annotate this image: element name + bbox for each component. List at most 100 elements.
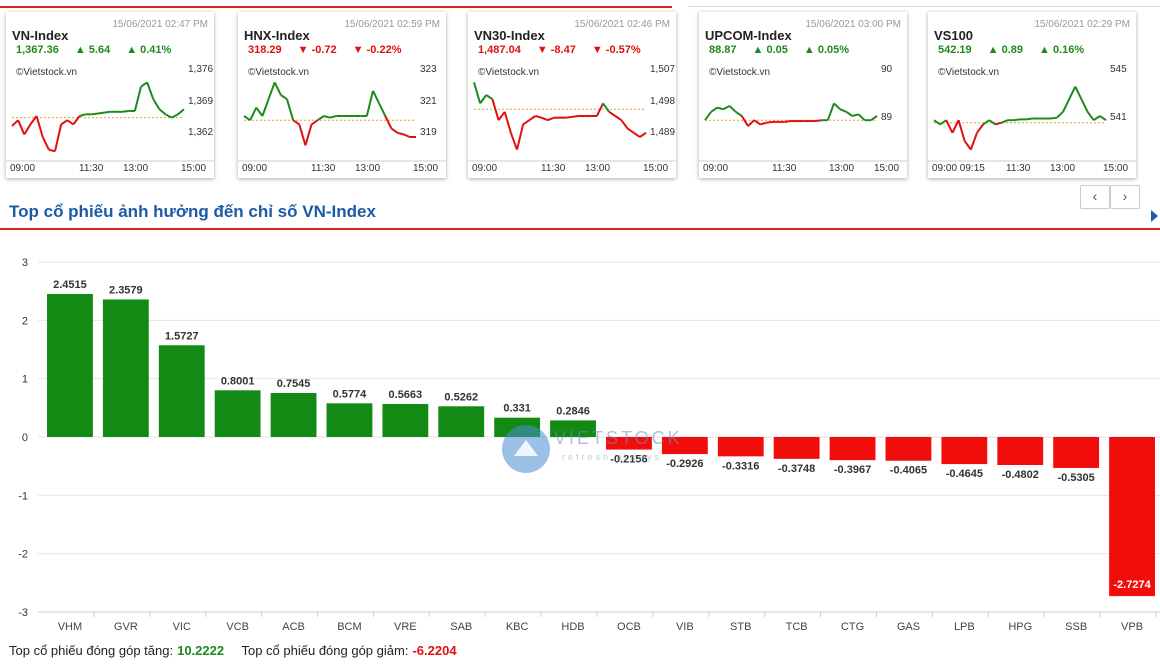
card-sparkline-segment: [1068, 86, 1077, 100]
card-xtick: 09:00 09:15: [932, 163, 985, 174]
card-sparkline-segment: [1062, 98, 1071, 113]
card-xtick: 13:00: [355, 163, 381, 174]
value-label: -0.3967: [834, 464, 871, 476]
card-sparkline-segment: [317, 115, 325, 122]
bar-vhm: [47, 293, 93, 437]
card-vn30-index[interactable]: 15/06/2021 02:46 PM VN30-Index 1,487.04 ▼ -…: [468, 12, 676, 178]
ytick-label: -1: [18, 490, 28, 502]
card-sparkline-segment: [267, 82, 276, 100]
value-label: 2.3579: [109, 284, 143, 296]
expand-arrow-icon[interactable]: [1151, 210, 1158, 222]
bar-ssb: [1053, 437, 1100, 468]
card-title: VS100: [934, 28, 974, 43]
xtick-label: LPB: [954, 621, 975, 633]
card-upcom-index[interactable]: 15/06/2021 03:00 PM UPCOM-Index 88.87 ▲ 0.0…: [699, 12, 907, 178]
card-sparkline-segment: [66, 119, 74, 126]
up-contribution-label: Top cổ phiếu đóng góp tăng:: [9, 643, 174, 658]
card-xtick: 15:00: [181, 163, 207, 174]
card-vn-index[interactable]: 15/06/2021 02:47 PM VN-Index 1,367.36 ▲ 5.6…: [6, 12, 214, 178]
card-ytick: 1,376: [188, 64, 214, 75]
card-sparkline-segment: [614, 115, 622, 122]
card-sparkline-segment: [566, 115, 573, 119]
card-values: 1,487.04 ▼ -8.47 ▼ -0.57%: [478, 44, 657, 56]
card-source: ©Vietstock.vn: [248, 67, 310, 78]
card-sparkline-segment: [945, 119, 954, 134]
card-xtick: 13:00: [1050, 163, 1076, 174]
card-ytick: 1,369: [188, 96, 214, 107]
xtick-label: VPB: [1121, 621, 1143, 633]
card-sparkline-segment: [741, 115, 749, 127]
value-label: -0.2926: [666, 458, 703, 470]
card-sparkline-segment: [1099, 115, 1107, 122]
card-hnx-index[interactable]: 15/06/2021 02:59 PM HNX-Index 318.29 ▼ -0.7…: [238, 12, 446, 178]
card-xtick: 09:00: [703, 163, 729, 174]
card-sparkline-segment: [491, 98, 500, 121]
card-sparkline-segment: [1026, 117, 1033, 121]
card-sparkline-segment: [760, 121, 767, 126]
card-sparkline-segment: [323, 115, 331, 119]
card-sparkline-segment: [528, 115, 536, 122]
card-ytick: 89: [881, 112, 893, 123]
card-title: VN-Index: [12, 28, 69, 43]
card-sparkline-segment: [122, 109, 129, 113]
card-date: 15/06/2021 03:00 PM: [805, 19, 901, 30]
card-sparkline-segment: [957, 119, 966, 142]
next-button[interactable]: ›: [1110, 185, 1140, 209]
value-label: -0.4065: [890, 465, 927, 477]
bar-hdb: [550, 420, 596, 437]
svg-text:refresh always: refresh always: [562, 452, 662, 462]
bar-vre: [382, 403, 429, 437]
card-sparkline-segment: [1086, 111, 1095, 121]
card-sparkline-segment: [766, 120, 773, 124]
card-sparkline-segment: [1080, 98, 1089, 113]
bar-acb: [270, 392, 317, 437]
card-vs100[interactable]: 15/06/2021 02:29 PM VS100 542.19 ▲ 0.89 ▲ 0.…: [928, 12, 1136, 178]
card-sparkline-segment: [572, 115, 579, 118]
card-sparkline-segment: [503, 111, 512, 134]
card-xtick: 09:00: [472, 163, 498, 174]
xtick-label: SAB: [450, 621, 472, 633]
card-title: UPCOM-Index: [705, 28, 792, 43]
card-sparkline-segment: [976, 123, 984, 134]
card-sparkline-segment: [60, 119, 68, 126]
value-label: 0.5774: [333, 388, 368, 400]
card-sparkline-segment: [479, 94, 488, 104]
card-sparkline-segment: [152, 98, 161, 110]
card-sparkline-segment: [722, 105, 731, 111]
card-sparkline-segment: [522, 119, 530, 126]
bar-vic: [158, 345, 205, 437]
card-sparkline-segment: [541, 116, 549, 122]
card-sparkline-segment: [717, 106, 724, 111]
top-red-line: [0, 6, 672, 8]
card-sparkline-segment: [826, 103, 835, 121]
card-sparkline-segment: [784, 120, 792, 123]
card-ytick: 1,362: [188, 127, 214, 138]
card-ytick: 541: [1110, 112, 1127, 123]
card-sparkline-segment: [969, 132, 978, 150]
top-search-box[interactable]: [688, 0, 1160, 7]
value-label: -2.7274: [1113, 579, 1151, 591]
card-pct: ▲ 0.05%: [803, 44, 850, 56]
xtick-label: TCB: [786, 621, 808, 633]
bar-ocb: [606, 437, 652, 450]
card-sparkline-segment: [273, 81, 282, 96]
card-sparkline-segment: [595, 102, 604, 117]
card-ytick: 90: [881, 64, 893, 75]
card-sparkline-segment: [735, 110, 743, 117]
prev-button[interactable]: ‹: [1080, 185, 1110, 209]
card-value: 318.29: [248, 44, 282, 56]
ytick-label: 0: [22, 432, 28, 444]
xtick-label: HPG: [1008, 621, 1032, 633]
card-sparkline-segment: [982, 119, 990, 126]
footer-summary: Top cổ phiếu đóng góp tăng: 10.2222 Top c…: [9, 643, 457, 658]
card-ytick: 321: [420, 96, 437, 107]
card-change: ▼ -0.72: [297, 44, 337, 56]
card-change: ▲ 5.64: [74, 44, 111, 56]
card-source: ©Vietstock.vn: [938, 67, 1000, 78]
xtick-label: GVR: [114, 621, 138, 633]
card-pct: ▼ -0.22%: [352, 44, 402, 56]
value-label: 0.5262: [444, 391, 478, 403]
card-sparkline-segment: [35, 115, 44, 138]
value-label: 2.4515: [53, 279, 87, 291]
bar-tcb: [773, 437, 820, 459]
